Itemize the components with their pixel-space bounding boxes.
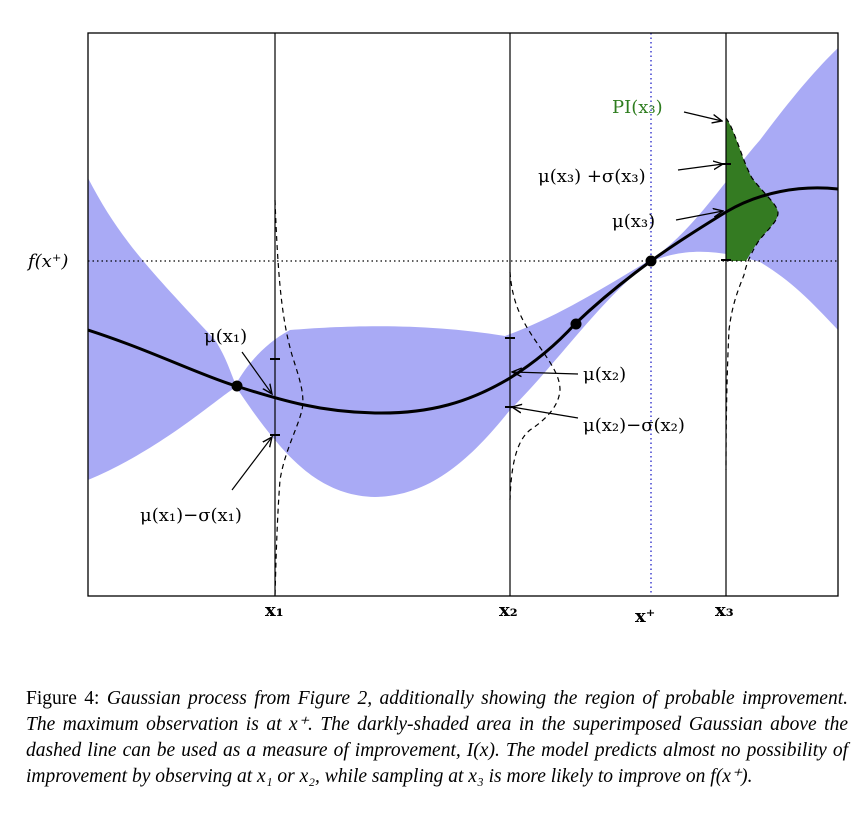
arrow-mu-plus-sigma-x3 xyxy=(677,164,723,171)
fxplus-label: f(x⁺) xyxy=(26,251,68,272)
arrow-mu-minus-sigma-x2 xyxy=(512,407,579,419)
observation-point xyxy=(570,318,582,330)
xplus-label: x⁺ xyxy=(635,606,655,627)
x2-label: x₂ xyxy=(499,600,518,621)
annotation-mu-minus-sigma-x1: μ(x₁)−σ(x₁) xyxy=(140,505,242,526)
figure-caption: Figure 4: Gaussian process from Figure 2… xyxy=(26,686,848,790)
arrow-mu-x1 xyxy=(241,351,272,394)
annotation-pi-x3: PI(x₃) xyxy=(612,97,663,118)
gaussian-x1 xyxy=(274,199,304,596)
probable-improvement-area xyxy=(726,118,778,261)
arrow-pi-x3 xyxy=(683,111,722,121)
observation-point-xplus xyxy=(645,255,657,267)
x1-label: x₁ xyxy=(265,600,284,621)
tick-marks xyxy=(270,163,731,436)
x3-label: x₃ xyxy=(715,600,734,621)
gaussian-x2 xyxy=(509,271,561,501)
annotation-mu-x3: μ(x₃) xyxy=(612,211,655,232)
annotation-mu-x2: μ(x₂) xyxy=(583,364,626,385)
annotation-mu-plus-sigma-x3: μ(x₃) +σ(x₃) xyxy=(538,166,646,187)
arrow-mu-minus-sigma-x1 xyxy=(231,437,272,491)
plot-frame xyxy=(87,32,839,597)
gaussian-x3 xyxy=(725,117,779,471)
caption-lead: Figure 4: xyxy=(26,688,100,709)
caption-text: Gaussian process from Figure 2, addition… xyxy=(26,688,848,787)
arrow-mu-x2 xyxy=(512,372,579,374)
gaussian-process-figure: f(x⁺) x₁ x₂ x⁺ x₃ μ(x₁) μ(x₁)−σ(x₁) μ(x₂… xyxy=(26,32,839,627)
annotation-mu-x1: μ(x₁) xyxy=(204,326,247,347)
observation-point xyxy=(231,380,243,392)
annotation-mu-minus-sigma-x2: μ(x₂)−σ(x₂) xyxy=(583,415,685,436)
arrow-mu-x3 xyxy=(675,211,723,221)
